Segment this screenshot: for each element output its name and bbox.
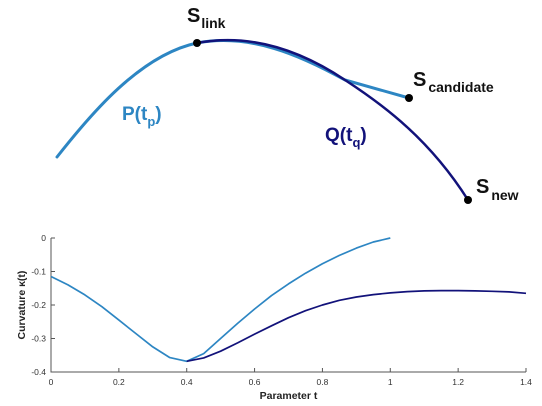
s-new-subscript: new (491, 187, 518, 203)
s-link-point (193, 39, 201, 47)
x-tick-label: 1 (388, 377, 393, 387)
s-link-label: Slink (187, 5, 226, 31)
s-link-letter: S (187, 5, 200, 27)
series-lines (50, 237, 527, 363)
p-curve-label: P(tp) (122, 104, 162, 129)
p-curve-close: ) (155, 104, 161, 125)
s-link-subscript: link (201, 15, 225, 31)
x-axis-title: Parameter t (260, 390, 318, 402)
s-new-point (464, 196, 472, 204)
s-candidate-point (405, 94, 413, 102)
p-curve-letter: P(t (122, 104, 148, 125)
s-candidate-subscript: candidate (428, 79, 494, 95)
x-tick-label: 0.6 (249, 377, 261, 387)
q-curve (195, 38, 470, 202)
y-axis-title: Curvature κ(t) (16, 271, 28, 340)
y-tick-label: -0.2 (31, 300, 46, 310)
x-tick-label: 1.2 (452, 377, 464, 387)
x-tick-label: 0 (49, 377, 54, 387)
x-ticks: 0 0.2 0.4 0.6 0.8 1 1.2 1.4 (49, 368, 532, 387)
x-tick-label: 1.4 (520, 377, 532, 387)
y-ticks: 0 -0.1 -0.2 -0.3 -0.4 (31, 233, 55, 377)
y-tick-label: 0 (41, 233, 46, 243)
q-curve-label: Q(tq) (325, 125, 367, 150)
q-curvature-line (186, 289, 527, 363)
x-tick-label: 0.4 (181, 377, 193, 387)
y-tick-label: -0.3 (31, 334, 46, 344)
s-new-letter: S (476, 176, 489, 198)
y-tick-label: -0.4 (31, 367, 46, 377)
q-curve-close: ) (360, 125, 366, 146)
p-curvature-line (50, 237, 391, 363)
x-tick-label: 0.2 (113, 377, 125, 387)
x-tick-label: 0.8 (317, 377, 329, 387)
curvature-chart: 0 0.2 0.4 0.6 0.8 1 1.2 1.4 0 -0.1 -0.2 -0.3 -0.4 P… (16, 233, 532, 402)
chart-axes (50, 238, 526, 373)
y-tick-label: -0.1 (31, 267, 46, 277)
p-curve-subscript: p (147, 114, 155, 129)
q-curve-subscript: q (352, 135, 360, 150)
s-candidate-letter: S (413, 69, 426, 91)
q-curve-letter: Q(t (325, 125, 353, 146)
